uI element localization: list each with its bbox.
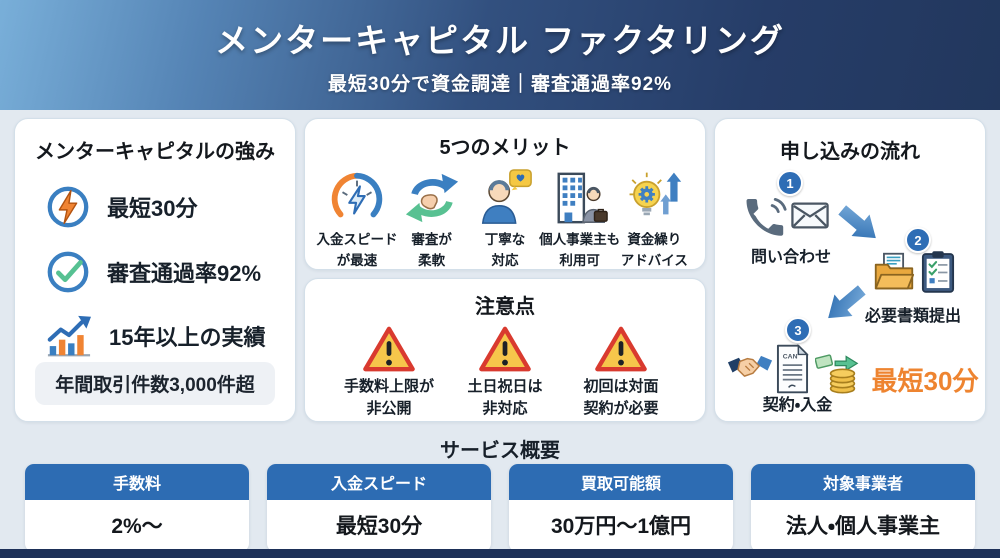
strengths-panel: メンターキャピタルの強み 最短30分 審査通過率92% (14, 118, 296, 422)
warning-icon (363, 326, 415, 372)
warning-icon (479, 326, 531, 372)
merits-list: 入金スピード が最速 審査が 柔軟 (305, 160, 705, 269)
merit-label-line2: が最速 (336, 252, 378, 268)
merit-label-line2: 対応 (491, 252, 519, 268)
service-card-value: 法人・個人事業主 (751, 500, 975, 552)
folder-documents-icon (874, 252, 915, 290)
cautions-list: 手数料上限が 非公開 土日祝日は 非対応 初回は対面 契 (305, 319, 705, 420)
service-card-value: 30万円〜1億円 (509, 500, 733, 552)
flow-arrow-icon (828, 285, 866, 319)
application-flow-panel: 申し込みの流れ 1 問い合わせ 2 (714, 118, 986, 422)
strengths-title: メンターキャピタルの強み (35, 141, 275, 163)
merits-title: 5つのメリット (439, 137, 571, 159)
annual-transactions-badge: 年間取引件数3,000件超 (35, 362, 275, 405)
flexible-cycle-icon (405, 173, 458, 223)
contract-icon: CAN (776, 343, 809, 394)
strength-label: 最短30分 (107, 196, 198, 221)
merit-label-line1: 個人事業主も (539, 232, 621, 247)
support-person-icon (481, 169, 532, 224)
list-item: 最短30分 (45, 184, 295, 230)
list-item: 丁寧な 対応 (468, 168, 541, 269)
list-item: 手数料上限が 非公開 (331, 323, 447, 420)
caution-label-line1: 土日祝日は (467, 378, 543, 395)
contract-text: CAN (783, 353, 798, 360)
caution-label-line2: 非公開 (366, 400, 412, 418)
merit-label-line1: 入金スピード (316, 232, 398, 247)
service-card-value: 最短30分 (267, 500, 491, 552)
check-circle-icon (47, 251, 89, 293)
bottom-accent-bar (0, 549, 1000, 558)
flow-step-label: 問い合わせ (750, 249, 831, 266)
warning-icon (595, 326, 647, 372)
caution-label-line1: 初回は対面 (583, 378, 659, 395)
step-number-badge: 1 (777, 170, 803, 196)
service-overview-title: サービス概要 (440, 440, 560, 462)
list-item: 個人事業主も 利用可 (539, 168, 621, 269)
growth-chart-icon (47, 315, 91, 357)
page-title: メンターキャピタル ファクタリング (215, 22, 785, 59)
list-item: 初回は対面 契約が必要 (563, 323, 679, 420)
list-item: 審査通過率92% (45, 249, 295, 295)
list-item: 土日祝日は 非対応 (447, 323, 563, 420)
service-card-header: 買取可能額 (509, 464, 733, 500)
strengths-list: 最短30分 審査通過率92% 15年以上の (45, 184, 295, 358)
caution-label-line2: 契約が必要 (583, 400, 659, 418)
phone-icon (746, 197, 787, 236)
list-item: 資金繰り アドバイス (618, 168, 691, 269)
service-card-header: 入金スピード (267, 464, 491, 500)
caution-label-line2: 非対応 (482, 400, 528, 418)
list-item: 15年以上の実績 (45, 314, 295, 358)
service-card-eligible: 対象事業者 法人・個人事業主 (751, 464, 975, 552)
speedometer-icon (331, 172, 383, 218)
merit-label-line2: アドバイス (620, 252, 688, 268)
cautions-title: 注意点 (475, 296, 535, 318)
merit-label-line2: 利用可 (559, 252, 600, 268)
strength-label: 15年以上の実績 (109, 325, 266, 350)
strength-label: 審査通過率92% (107, 261, 262, 286)
handshake-icon (727, 355, 773, 377)
coins-icon (815, 354, 859, 394)
flow-arrow-icon (838, 205, 876, 239)
header-banner: メンターキャピタル ファクタリング 最短30分で資金調達｜審査通過率92% (0, 0, 1000, 110)
clipboard-check-icon (921, 251, 955, 293)
service-card-speed: 入金スピード 最短30分 (267, 464, 491, 552)
step-number-badge: 3 (785, 317, 811, 343)
service-card-fee: 手数料 2%〜 (25, 464, 249, 552)
merits-panel: 5つのメリット 入金スピード が最速 (304, 118, 706, 270)
service-overview-cards: 手数料 2%〜 入金スピード 最短30分 買取可能額 30万円〜1億円 対象事業… (25, 464, 975, 552)
merit-label-line2: 柔軟 (418, 252, 446, 268)
caution-label-line1: 手数料上限が (343, 378, 434, 395)
flow-step-label: 必要書類提出 (864, 308, 961, 325)
list-item: 入金スピード が最速 (316, 168, 398, 269)
bolt-circle-icon (47, 186, 89, 228)
step-number-badge: 2 (905, 227, 931, 253)
building-person-icon (557, 172, 608, 224)
merit-label-line1: 審査が (411, 232, 452, 247)
service-card-value: 2%〜 (25, 500, 249, 552)
service-card-header: 手数料 (25, 464, 249, 500)
cautions-panel: 注意点 手数料上限が 非公開 土日祝日は 非対応 (304, 278, 706, 422)
idea-bulb-icon (629, 172, 682, 216)
merit-label-line1: 資金繰り (627, 232, 682, 247)
service-card-amount: 買取可能額 30万円〜1億円 (509, 464, 733, 552)
flow-title: 申し込みの流れ (780, 141, 920, 163)
list-item: 審査が 柔軟 (395, 168, 468, 269)
mail-icon (791, 202, 829, 229)
service-card-header: 対象事業者 (751, 464, 975, 500)
flow-step-label: 契約・入金 (762, 397, 833, 414)
page-subtitle: 最短30分で資金調達｜審査通過率92% (327, 74, 673, 95)
flow-highlight-time: 最短30分 (871, 366, 979, 396)
merit-label-line1: 丁寧な (484, 232, 526, 247)
